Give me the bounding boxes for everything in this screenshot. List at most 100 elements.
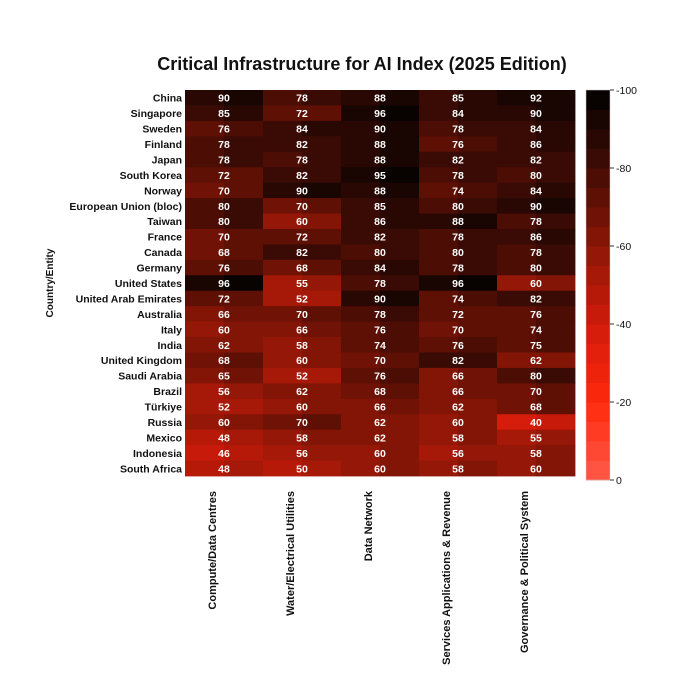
cell-value-label: 82 (374, 232, 386, 244)
cell-value-label: 48 (218, 463, 230, 475)
heatmap-cell (419, 337, 459, 353)
cell-value-label: 78 (530, 216, 542, 228)
heatmap-cell (419, 275, 459, 292)
colorbar-tick-label: -40 (616, 319, 631, 331)
heatmap-cell (263, 105, 303, 122)
heatmap-cell (536, 151, 576, 168)
heatmap-cell (302, 398, 342, 415)
colorbar-tick-label: -80 (616, 163, 631, 175)
heatmap-cell (341, 259, 381, 276)
heatmap-cell (263, 182, 303, 199)
cell-value-label: 75 (530, 340, 542, 352)
heatmap-cell (536, 429, 576, 446)
cell-value-label: 66 (218, 309, 230, 321)
heatmap-cell (419, 198, 459, 214)
cell-value-label: 90 (530, 201, 542, 213)
colorbar-segment (586, 109, 610, 130)
row-label-finland: Finland (145, 139, 182, 151)
colorbar-segment (586, 285, 610, 305)
heatmap-cell (380, 337, 420, 353)
heatmap-cell (458, 306, 498, 322)
heatmap-cell (263, 198, 303, 214)
colorbar-segment (586, 148, 610, 169)
heatmap-cell (497, 275, 537, 292)
heatmap-cell (263, 367, 303, 384)
heatmap-cell (536, 414, 576, 431)
heatmap-cell (224, 352, 264, 369)
row-label-sweden: Sweden (142, 124, 182, 136)
cell-value-label: 78 (452, 170, 464, 182)
chart-title: Critical Infrastructure for AI Index (20… (157, 54, 566, 74)
row-label-france: France (148, 232, 183, 244)
heatmap-cell (185, 367, 225, 384)
heatmap-cell (224, 167, 264, 184)
cell-value-label: 86 (530, 139, 542, 151)
heatmap-cell (185, 321, 225, 338)
colorbar-segment (586, 90, 610, 110)
heatmap-cell (185, 90, 225, 106)
colorbar-tick-label: -60 (616, 241, 631, 253)
heatmap-cell (380, 445, 420, 461)
cell-value-label: 56 (218, 386, 230, 398)
heatmap-cell (497, 90, 537, 106)
heatmap-cell (302, 383, 342, 400)
heatmap-cell (380, 398, 420, 415)
heatmap-cell (263, 275, 303, 292)
heatmap-cell (380, 414, 420, 431)
colorbar-segment (586, 324, 610, 344)
cell-value-label: 60 (530, 463, 542, 475)
heatmap-cell (419, 460, 459, 477)
heatmap-cell (341, 105, 381, 122)
heatmap-cell (419, 182, 459, 199)
heatmap-cell (458, 414, 498, 431)
cell-value-label: 78 (452, 124, 464, 136)
colorbar-segment (586, 129, 610, 149)
heatmap-cell (224, 259, 264, 276)
heatmap-cell (263, 167, 303, 184)
cell-value-label: 85 (374, 201, 386, 213)
heatmap-cell (458, 275, 498, 292)
row-label-european-union-bloc: European Union (bloc) (69, 201, 182, 213)
row-label-mexico: Mexico (146, 432, 182, 444)
colorbar-tick-label: 0 (616, 475, 622, 487)
heatmap-cell (341, 275, 381, 292)
heatmap-cell (341, 228, 381, 245)
heatmap-cell (341, 120, 381, 137)
heatmap-cell (536, 337, 576, 353)
cell-value-label: 80 (452, 247, 464, 259)
cell-value-label: 90 (530, 108, 542, 120)
heatmap-cell (458, 460, 498, 477)
cell-value-label: 60 (374, 463, 386, 475)
heatmap-cell (380, 244, 420, 261)
cell-value-label: 88 (374, 185, 386, 197)
heatmap-cell (185, 198, 225, 214)
heatmap-cell (341, 182, 381, 199)
heatmap-cell (419, 321, 459, 338)
heatmap-cell (419, 90, 459, 106)
heatmap-cell (458, 290, 498, 307)
cell-value-label: 95 (374, 170, 386, 182)
heatmap-cell (263, 414, 303, 431)
cell-value-label: 66 (452, 371, 464, 383)
heatmap-cells: 90 78 88 85 92 85 72 96 84 90 76 84 90 78 84 78 82 88 76 86… (185, 90, 576, 477)
heatmap-cell (224, 367, 264, 384)
heatmap-cell (185, 337, 225, 353)
row-labels: China Singapore Sweden Finland Japan South Ko… (69, 93, 182, 476)
colorbar-tick-label: -100 (616, 85, 637, 97)
heatmap-cell (224, 105, 264, 122)
heatmap-cell (302, 275, 342, 292)
heatmap-cell (224, 445, 264, 461)
cell-value-label: 78 (530, 247, 542, 259)
cell-value-label: 85 (452, 93, 464, 105)
heatmap-cell (380, 275, 420, 292)
cell-value-label: 55 (296, 278, 308, 290)
heatmap-cell (302, 414, 342, 431)
cell-value-label: 82 (452, 154, 464, 166)
column-label-data-network: Data Network (363, 490, 375, 561)
cell-value-label: 46 (218, 448, 230, 460)
heatmap-cell (263, 321, 303, 338)
heatmap-cell (380, 228, 420, 245)
heatmap-cell (458, 105, 498, 122)
heatmap-cell (185, 414, 225, 431)
heatmap-cell (185, 290, 225, 307)
